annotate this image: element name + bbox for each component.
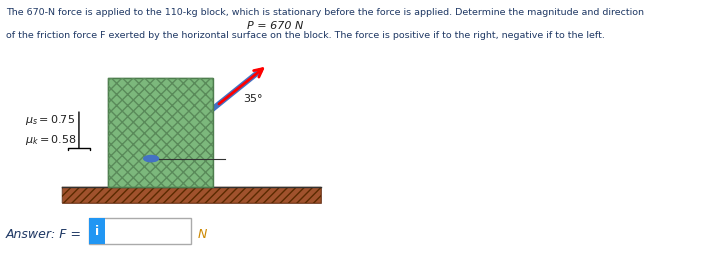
Bar — [89, 218, 191, 244]
Bar — [62, 187, 321, 203]
Circle shape — [143, 155, 158, 162]
Text: Answer: F =: Answer: F = — [6, 228, 82, 240]
Text: $\mu_k = 0.58$: $\mu_k = 0.58$ — [25, 133, 77, 147]
Text: N: N — [197, 228, 207, 240]
Text: $\mu_s = 0.75$: $\mu_s = 0.75$ — [25, 113, 75, 127]
Text: The 670-N force is applied to the 110-kg block, which is stationary before the f: The 670-N force is applied to the 110-kg… — [6, 8, 644, 17]
Text: 35°: 35° — [244, 94, 263, 104]
Bar — [89, 218, 105, 244]
Text: of the friction force F exerted by the horizontal surface on the block. The forc: of the friction force F exerted by the h… — [6, 31, 605, 40]
Bar — [108, 78, 213, 187]
Text: i: i — [95, 225, 99, 238]
Text: P = 670 N: P = 670 N — [246, 21, 303, 31]
Bar — [62, 187, 321, 203]
Bar — [108, 78, 213, 187]
